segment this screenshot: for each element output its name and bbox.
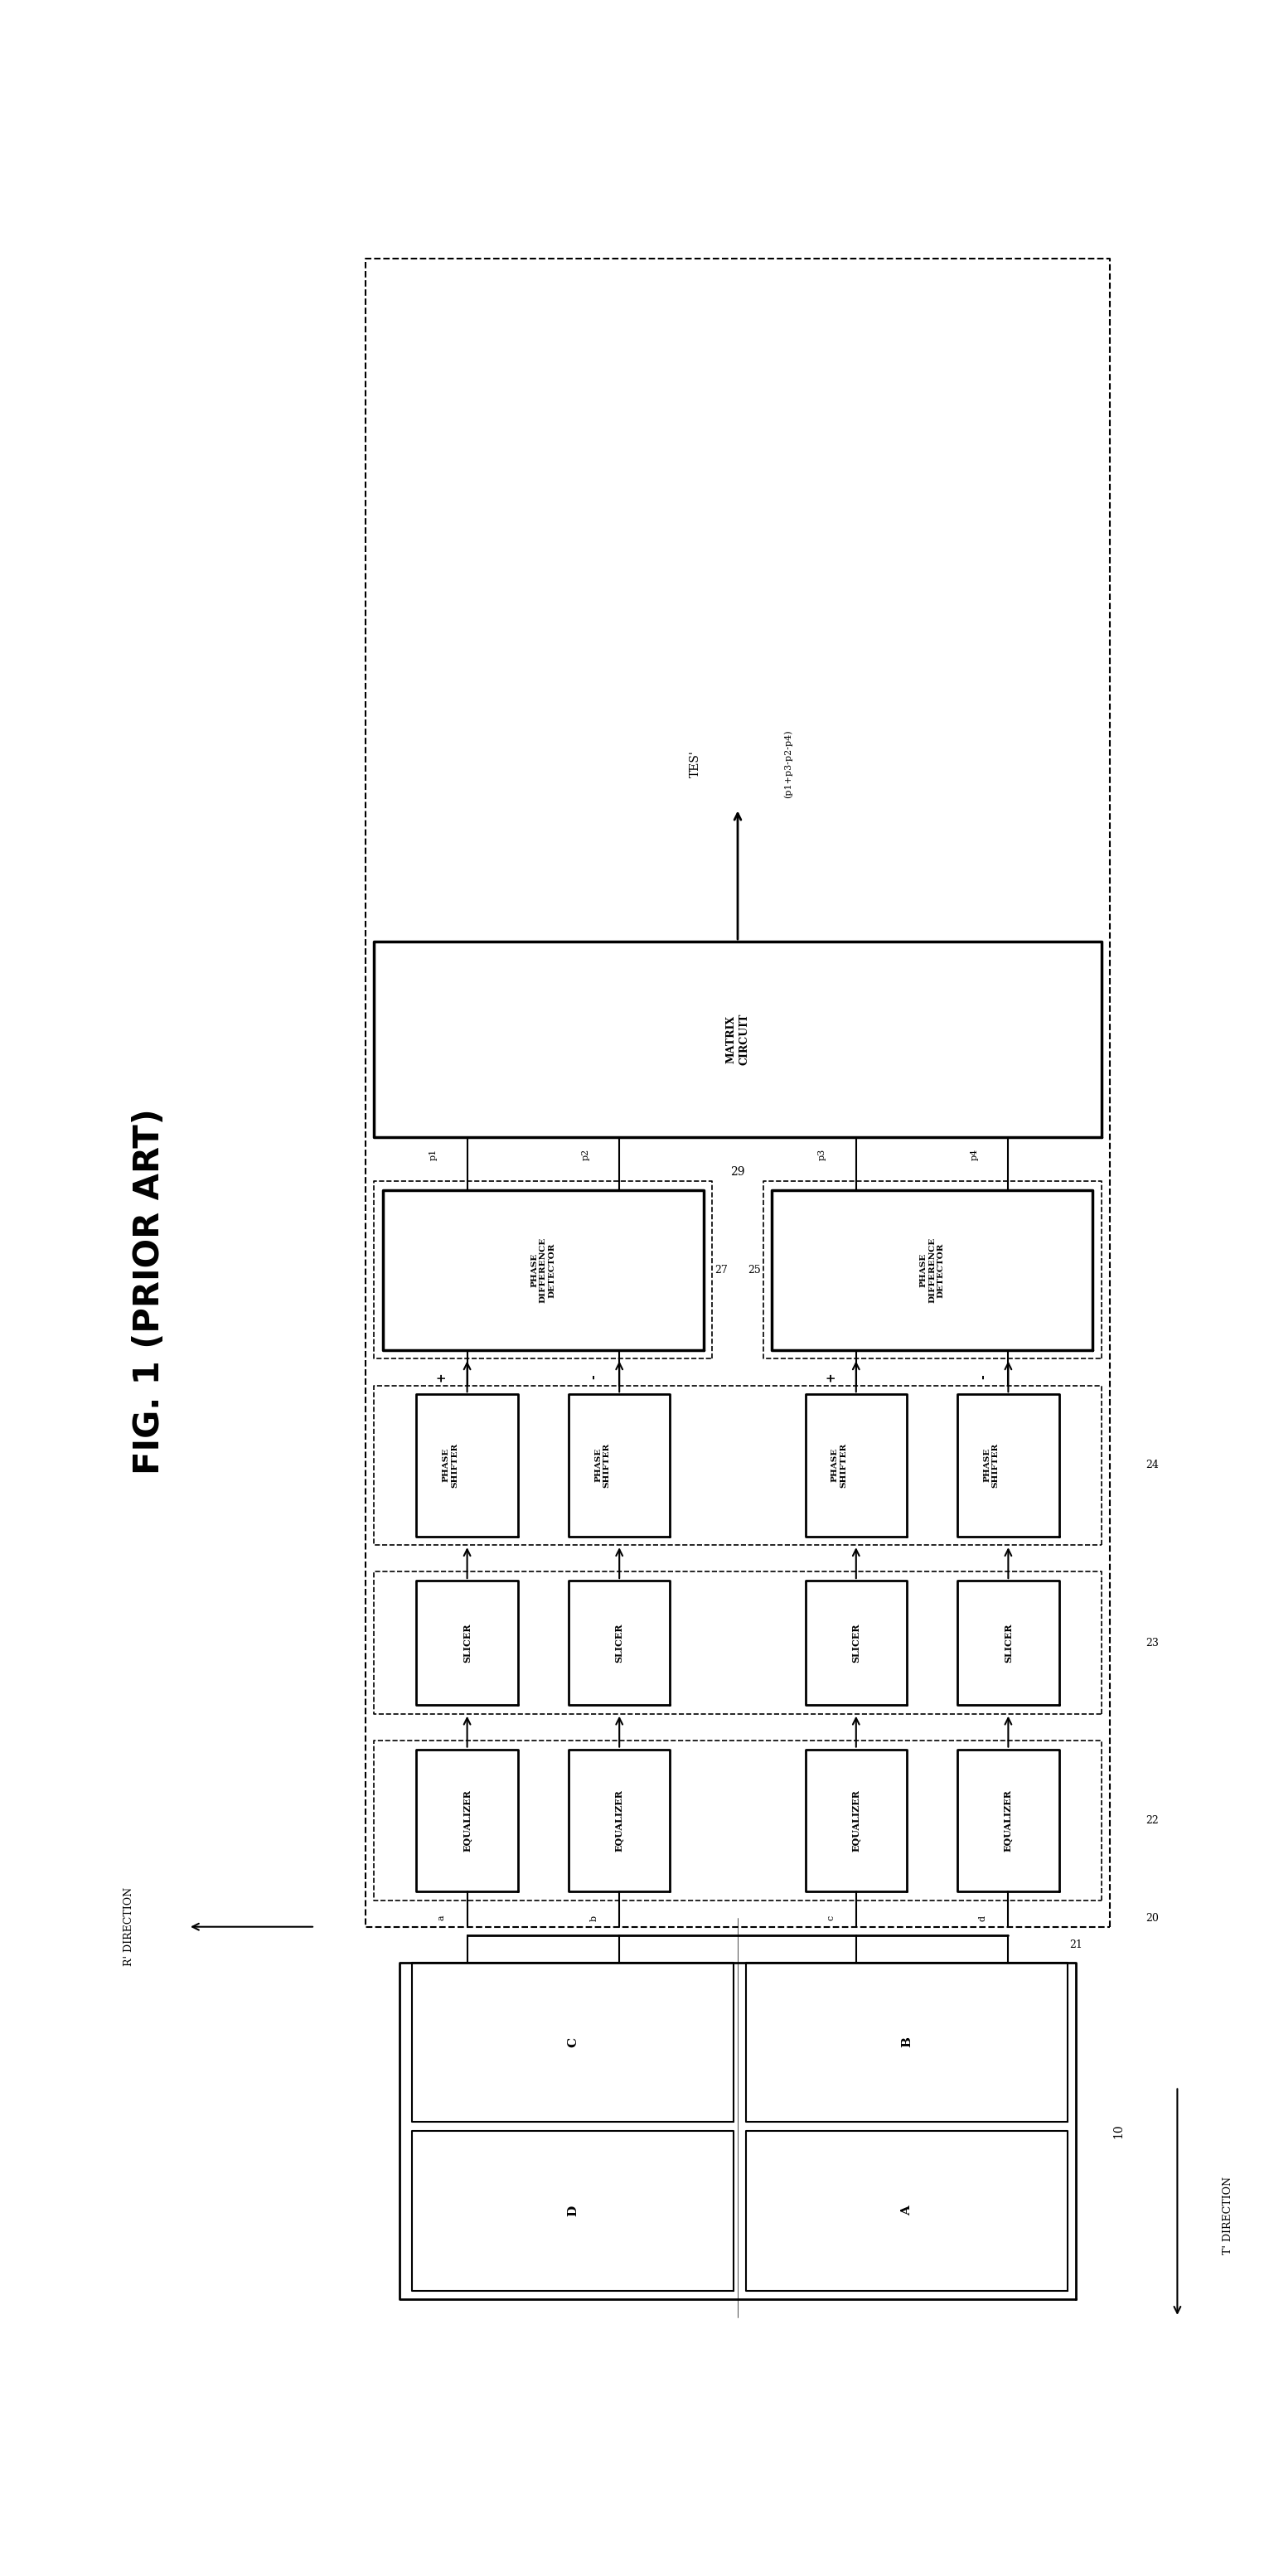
Text: C: C <box>567 2038 579 2048</box>
Text: PHASE
DIFFERENCE
DETECTOR: PHASE DIFFERENCE DETECTOR <box>920 1236 944 1303</box>
Text: PHASE
SHIFTER: PHASE SHIFTER <box>983 1443 1000 1489</box>
Text: PHASE
SHIFTER: PHASE SHIFTER <box>831 1443 848 1489</box>
Text: T' DIRECTION: T' DIRECTION <box>1222 2177 1233 2254</box>
Polygon shape <box>958 1394 1058 1535</box>
Text: R' DIRECTION: R' DIRECTION <box>123 1888 135 1965</box>
Text: EQUALIZER: EQUALIZER <box>851 1790 860 1852</box>
Polygon shape <box>374 943 1101 1136</box>
Text: SLICER: SLICER <box>1004 1623 1013 1662</box>
Text: 20: 20 <box>1146 1911 1159 1924</box>
Text: a: a <box>438 1914 445 1922</box>
Text: p1: p1 <box>429 1149 438 1162</box>
Text: SLICER: SLICER <box>614 1623 624 1662</box>
Text: 21: 21 <box>1070 1940 1082 1950</box>
Text: -: - <box>588 1373 600 1378</box>
Polygon shape <box>569 1749 670 1891</box>
Text: p4: p4 <box>971 1149 978 1162</box>
Text: (p1+p3-p2-p4): (p1+p3-p2-p4) <box>784 729 793 799</box>
Polygon shape <box>416 1582 518 1705</box>
Text: B: B <box>901 2038 912 2048</box>
Polygon shape <box>806 1749 907 1891</box>
Polygon shape <box>746 2130 1067 2290</box>
Text: EQUALIZER: EQUALIZER <box>463 1790 472 1852</box>
Text: SLICER: SLICER <box>463 1623 472 1662</box>
Polygon shape <box>400 1963 1076 2300</box>
Polygon shape <box>416 1394 518 1535</box>
Text: PHASE
SHIFTER: PHASE SHIFTER <box>442 1443 458 1489</box>
Polygon shape <box>958 1582 1058 1705</box>
Text: c: c <box>826 1917 835 1922</box>
Text: d: d <box>978 1914 987 1922</box>
Polygon shape <box>806 1394 907 1535</box>
Text: 27: 27 <box>714 1265 727 1275</box>
Text: TES': TES' <box>689 750 702 778</box>
Polygon shape <box>412 2130 733 2290</box>
Polygon shape <box>383 1190 704 1350</box>
Text: +: + <box>437 1370 448 1381</box>
Text: D: D <box>567 2205 579 2215</box>
Text: p3: p3 <box>819 1149 826 1162</box>
Text: -: - <box>977 1373 989 1378</box>
Text: 29: 29 <box>731 1167 745 1177</box>
Text: 24: 24 <box>1146 1461 1159 1471</box>
Polygon shape <box>746 1963 1067 2123</box>
Text: A: A <box>901 2205 912 2215</box>
Text: EQUALIZER: EQUALIZER <box>1004 1790 1013 1852</box>
Text: MATRIX
CIRCUIT: MATRIX CIRCUIT <box>726 1012 749 1064</box>
Text: FIG. 1 (PRIOR ART): FIG. 1 (PRIOR ART) <box>132 1108 166 1473</box>
Polygon shape <box>772 1190 1093 1350</box>
Text: +: + <box>825 1370 836 1381</box>
Text: b: b <box>590 1914 598 1922</box>
Polygon shape <box>806 1582 907 1705</box>
Text: SLICER: SLICER <box>851 1623 860 1662</box>
Text: p2: p2 <box>581 1149 590 1162</box>
Text: EQUALIZER: EQUALIZER <box>614 1790 624 1852</box>
Polygon shape <box>412 1963 733 2123</box>
Polygon shape <box>569 1582 670 1705</box>
Text: 25: 25 <box>749 1265 761 1275</box>
Polygon shape <box>416 1749 518 1891</box>
Text: 22: 22 <box>1146 1816 1159 1826</box>
Text: 10: 10 <box>1113 2123 1124 2138</box>
Text: 23: 23 <box>1146 1638 1159 1649</box>
Text: PHASE
SHIFTER: PHASE SHIFTER <box>594 1443 610 1489</box>
Polygon shape <box>958 1749 1058 1891</box>
Polygon shape <box>569 1394 670 1535</box>
Text: PHASE
DIFFERENCE
DETECTOR: PHASE DIFFERENCE DETECTOR <box>530 1236 556 1303</box>
